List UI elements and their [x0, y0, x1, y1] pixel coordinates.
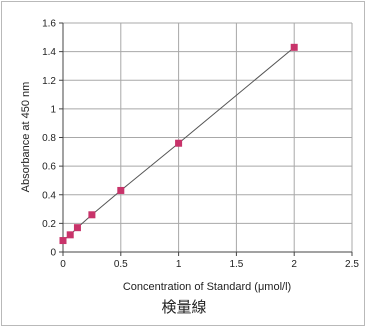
data-point [88, 211, 96, 219]
data-point [59, 237, 67, 245]
y-tick-label: 0.4 [42, 190, 56, 201]
y-axis-title: Absorbance at 450 nm [20, 82, 32, 193]
x-tick-label: 0.5 [114, 259, 128, 270]
y-tick-labels: 0 0.2 0.4 0.6 0.8 1 1.2 1.4 1.6 [42, 19, 56, 259]
x-axis-title: Concentration of Standard (μmol/l) [123, 281, 291, 293]
x-tick-label: 1.5 [229, 259, 243, 270]
y-tick-label: 1.4 [42, 47, 56, 58]
x-tick-label: 0 [60, 259, 66, 270]
x-tick-label: 2.5 [345, 259, 359, 270]
data-points [59, 43, 298, 245]
chart-caption: 検量線 [161, 298, 207, 316]
data-point [290, 43, 298, 51]
data-point [73, 224, 81, 232]
y-tick-label: 0.2 [42, 219, 56, 230]
x-tick-label: 2 [291, 259, 297, 270]
data-point [117, 186, 125, 194]
y-tick-label: 1.2 [42, 76, 56, 87]
y-tick-label: 0 [50, 248, 56, 259]
y-tick-label: 0.6 [42, 162, 56, 173]
data-point [175, 139, 183, 147]
y-tick-label: 1 [50, 104, 56, 115]
y-tick-label: 1.6 [42, 19, 56, 30]
x-tick-labels: 0 0.5 1 1.5 2 2.5 [60, 259, 359, 270]
axes [59, 22, 353, 256]
y-tick-label: 0.8 [42, 133, 56, 144]
x-tick-label: 1 [176, 259, 182, 270]
data-point [66, 231, 74, 239]
grid [63, 22, 353, 252]
